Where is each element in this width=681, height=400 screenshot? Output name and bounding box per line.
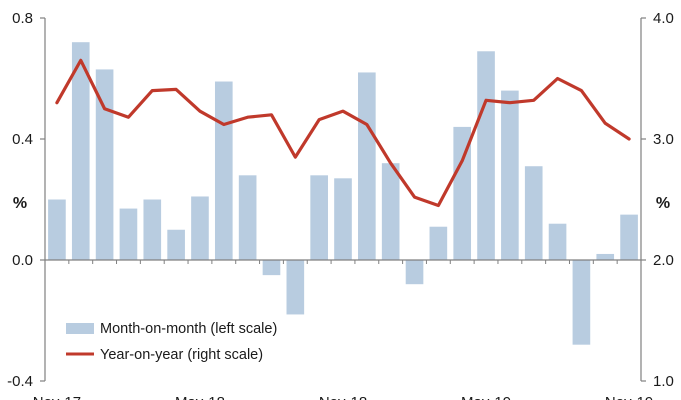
left-tick-label-2: 0.4	[12, 131, 33, 148]
bar-22	[572, 260, 591, 345]
bar-20	[524, 166, 543, 260]
bar-17	[453, 126, 472, 261]
bar-0	[48, 199, 66, 260]
yoy-line	[55, 58, 631, 208]
right-tick-label-2: 3.0	[653, 131, 674, 148]
tick-labels: -0.4 0.0 0.4 0.8 1.0 2.0 3.0 4.0 Nov-17 May-18 Nov…	[7, 10, 674, 400]
bar-24	[620, 214, 638, 261]
bar-16	[429, 226, 448, 260]
bar-7	[214, 81, 233, 260]
legend: Month-on-month (left scale) Year-on-year…	[66, 321, 277, 363]
bar-23	[596, 253, 615, 260]
left-axis-label: %	[13, 195, 27, 212]
right-tick-label-0: 1.0	[653, 373, 674, 390]
x-tick-label-2: Nov-18	[319, 394, 367, 400]
bar-5	[167, 229, 185, 260]
bar-series	[48, 42, 638, 345]
bar-8	[238, 175, 257, 260]
bar-18	[477, 51, 495, 260]
bar-2	[95, 69, 114, 261]
left-tick-label-3: 0.8	[12, 10, 33, 27]
right-tick-label-3: 4.0	[653, 10, 674, 27]
right-tick-label-1: 2.0	[653, 252, 674, 269]
x-tick-label-0: Nov-17	[33, 394, 81, 400]
line-series	[55, 58, 631, 208]
x-tick-label-3: May-19	[461, 394, 511, 400]
bar-1	[71, 42, 90, 261]
bar-19	[501, 90, 519, 260]
legend-label-bar: Month-on-month (left scale)	[100, 321, 277, 337]
bar-21	[548, 223, 567, 260]
bar-15	[405, 260, 424, 285]
bar-4	[143, 199, 162, 260]
tick-marks	[40, 17, 646, 382]
bar-13	[358, 72, 376, 260]
bar-14	[381, 163, 400, 260]
bar-12	[334, 178, 352, 260]
left-tick-label-1: 0.0	[12, 252, 33, 269]
legend-swatch-bar	[66, 323, 94, 334]
bar-10	[286, 260, 305, 315]
left-tick-label-0: -0.4	[7, 373, 33, 390]
bar-9	[262, 260, 281, 276]
axes	[44, 18, 642, 381]
right-axis-label: %	[656, 195, 670, 212]
bar-11	[310, 175, 328, 260]
legend-label-line: Year-on-year (right scale)	[100, 347, 263, 363]
x-tick-label-4: Nov-19	[605, 394, 653, 400]
bar-6	[191, 196, 209, 260]
bar-3	[119, 208, 138, 260]
x-tick-label-1: May-18	[175, 394, 225, 400]
